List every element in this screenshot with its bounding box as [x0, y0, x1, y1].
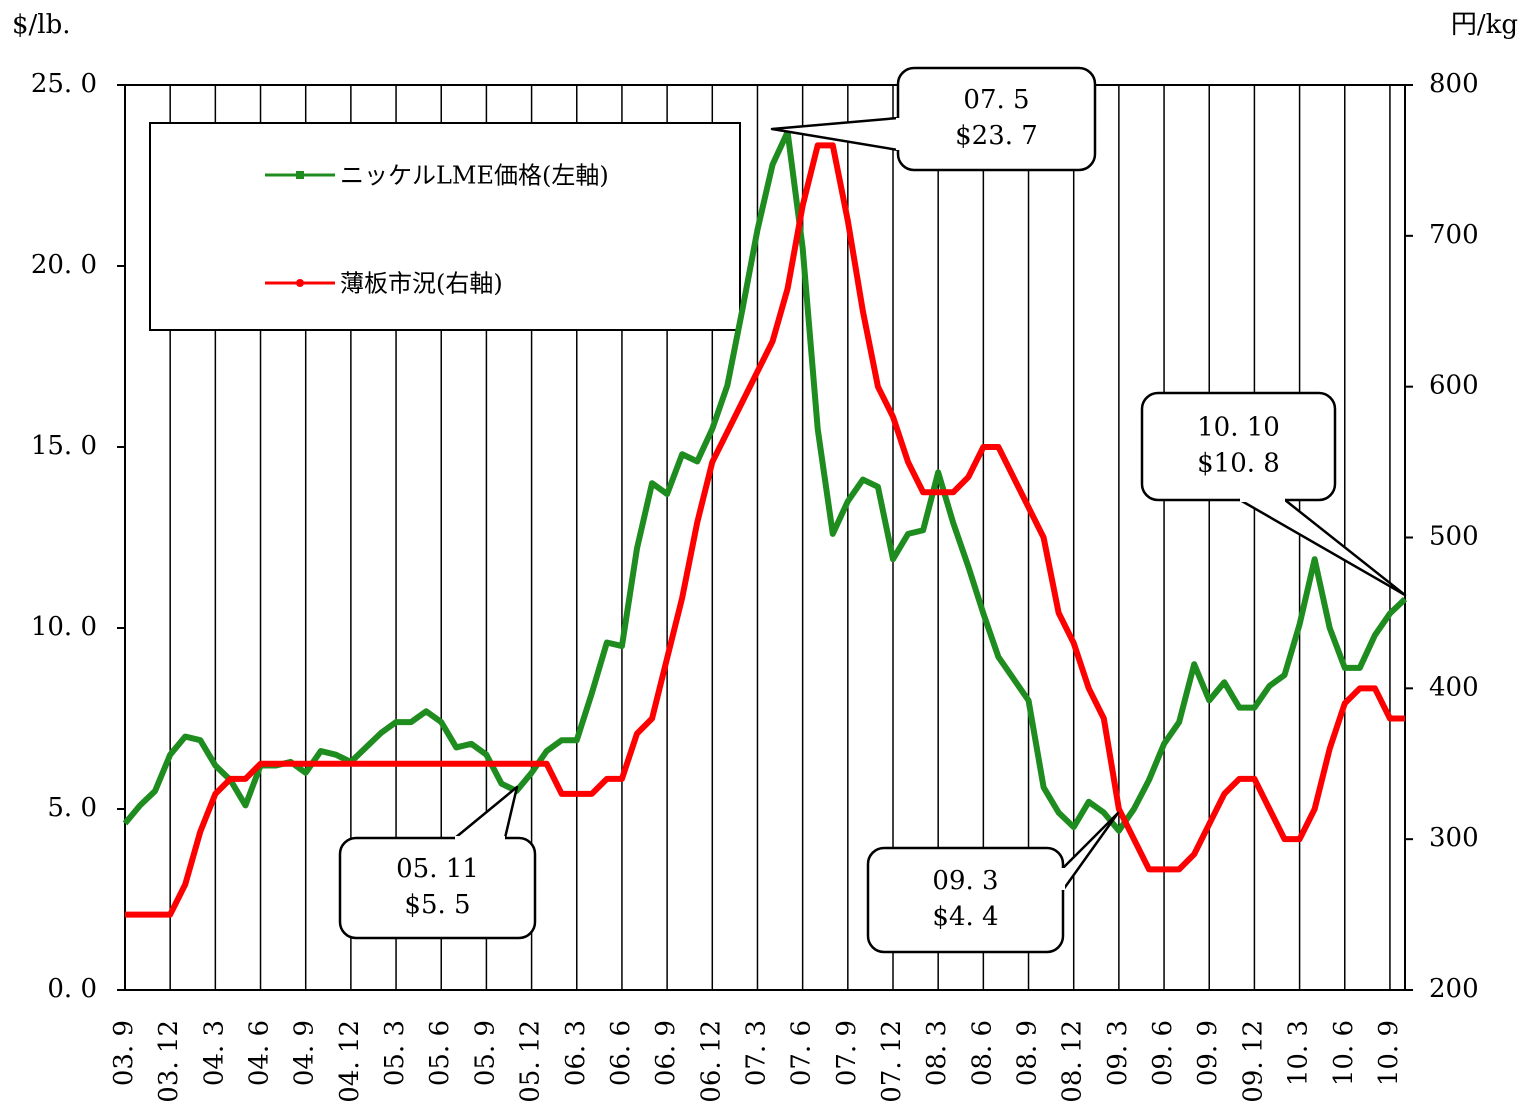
callout-box [866, 846, 1065, 954]
callout: 05. 11 $5. 5 [338, 785, 537, 940]
legend-marker [296, 171, 304, 179]
legend-label: 薄板市況(右軸) [340, 270, 503, 298]
x-tick-label: 03. 9 [109, 1020, 139, 1086]
callout: 07. 5 $23. 7 [770, 66, 1097, 172]
x-tick-label: 08. 12 [1058, 1020, 1088, 1103]
callout-text: $4. 4 [932, 902, 998, 932]
x-tick-label: 05. 3 [380, 1020, 410, 1086]
legend: ニッケルLME価格(左軸) 薄板市況(右軸) [149, 122, 741, 331]
series-line [125, 142, 1405, 918]
y-tick-label: 10. 0 [31, 612, 97, 642]
x-tick-label: 06. 6 [606, 1020, 636, 1086]
x-tick-label: 07. 3 [741, 1020, 771, 1086]
y2-tick-label: 800 [1429, 69, 1479, 99]
y2-tick-label: 200 [1429, 974, 1479, 1004]
x-tick-label: 08. 6 [967, 1020, 997, 1086]
x-tick-label: 10. 3 [1284, 1020, 1314, 1086]
legend-label: ニッケルLME価格(左軸) [340, 162, 609, 190]
y-tick-label: 20. 0 [31, 250, 97, 280]
y2-tick-label: 300 [1429, 823, 1479, 853]
callout-text: $5. 5 [404, 890, 470, 920]
x-tick-label: 04. 6 [245, 1020, 275, 1086]
y2-tick-label: 400 [1429, 672, 1479, 702]
callout-text: 05. 11 [396, 854, 479, 884]
callout-text: 07. 5 [963, 85, 1029, 115]
y-axis-label: $/lb. [12, 10, 71, 40]
y2-tick-label: 500 [1429, 522, 1479, 552]
x-tick-label: 10. 9 [1374, 1020, 1404, 1086]
x-tick-label: 04. 3 [199, 1020, 229, 1086]
callout: 09. 3 $4. 4 [866, 811, 1120, 954]
x-tick-label: 07. 6 [787, 1020, 817, 1086]
callout-box [338, 836, 537, 940]
legend-box [149, 122, 741, 331]
x-tick-label: 06. 3 [561, 1020, 591, 1086]
x-tick-label: 05. 12 [516, 1020, 546, 1103]
y-tick-label: 0. 0 [47, 974, 97, 1004]
x-tick-label: 07. 9 [832, 1020, 862, 1086]
y2-tick-label: 600 [1429, 371, 1479, 401]
callout-box [1140, 391, 1337, 502]
callout-text: 10. 10 [1197, 413, 1280, 443]
x-tick-label: 05. 6 [425, 1020, 455, 1086]
y-tick-label: 25. 0 [31, 69, 97, 99]
x-tick-label: 08. 3 [922, 1020, 952, 1086]
x-tick-label: 04. 12 [335, 1020, 365, 1103]
callout-text: $10. 8 [1197, 449, 1280, 479]
x-tick-label: 09. 9 [1193, 1020, 1223, 1086]
y2-tick-label: 700 [1429, 220, 1479, 250]
x-tick-label: 07. 12 [877, 1020, 907, 1103]
x-tick-label: 09. 3 [1103, 1020, 1133, 1086]
x-tick-label: 04. 9 [290, 1020, 320, 1086]
callout: 10. 10 $10. 8 [1140, 391, 1407, 597]
x-tick-label: 10. 6 [1329, 1020, 1359, 1086]
x-tick-label: 06. 9 [651, 1020, 681, 1086]
series-line [122, 129, 1408, 834]
x-tick-label: 03. 12 [154, 1020, 184, 1103]
x-tick-label: 08. 9 [1013, 1020, 1043, 1086]
y-tick-label: 5. 0 [47, 793, 97, 823]
callout-text: $23. 7 [955, 121, 1038, 151]
legend-marker [296, 279, 304, 287]
x-tick-label: 09. 6 [1148, 1020, 1178, 1086]
y2-axis-label: 円/kg [1451, 10, 1518, 40]
x-tick-label: 06. 12 [696, 1020, 726, 1103]
callout-pointer [1238, 498, 1407, 597]
y-tick-label: 15. 0 [31, 431, 97, 461]
callout-text: 09. 3 [932, 866, 998, 896]
callout-box [896, 66, 1097, 172]
x-tick-label: 05. 9 [470, 1020, 500, 1086]
x-tick-label: 09. 12 [1238, 1020, 1268, 1103]
